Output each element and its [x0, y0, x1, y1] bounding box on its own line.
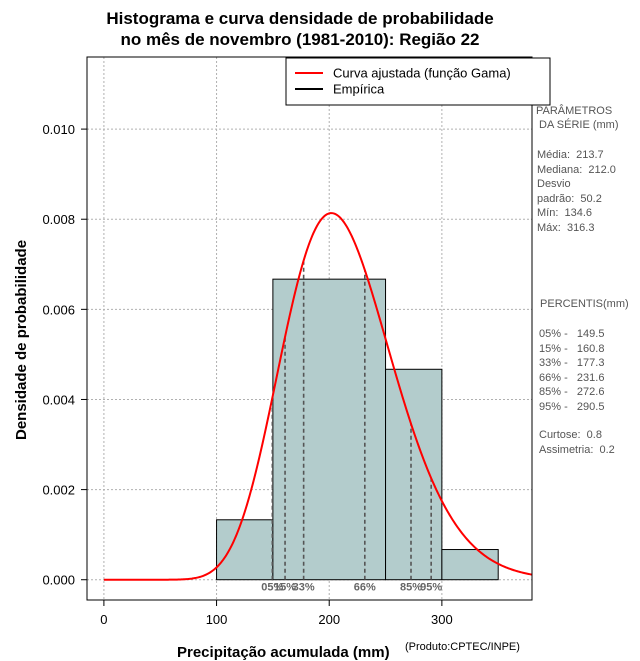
legend-label: Empírica	[333, 82, 385, 97]
params-heading2: DA SÉRIE (mm)	[536, 119, 619, 131]
axes: 0 100 200 300 0.000 0.002 0.004 0.006 0.008 0.010	[42, 56, 533, 627]
shape-stats-list: Curtose: 0.8 Assimetria: 0.2	[539, 428, 615, 457]
param-line: Mediana: 212.0	[537, 163, 616, 176]
percentile-label: 15%	[274, 582, 296, 594]
percentil-line: 33% - 177.3	[539, 357, 605, 369]
percentil-line: 05% - 149.5	[539, 328, 605, 340]
x-tick-label: 100	[206, 612, 228, 627]
product-credit: (Produto:CPTEC/INPE)	[405, 641, 520, 653]
y-tick-label: 0.002	[42, 483, 75, 498]
chart-title-line1: Histograma e curva densidade de probabil…	[106, 9, 494, 28]
x-axis-label: Precipitação acumulada (mm)	[177, 644, 390, 661]
plot-frame	[86, 56, 533, 601]
percentil-line: 66% - 231.6	[539, 371, 605, 384]
histogram-bars	[216, 278, 499, 581]
y-tick-label: 0.004	[42, 392, 75, 407]
x-tick-label: 300	[431, 612, 453, 627]
percentil-line: 85% - 272.6	[539, 386, 605, 398]
percentis-heading: PERCENTIS(mm)	[537, 298, 629, 310]
percentile-label: 66%	[354, 582, 376, 594]
histogram-bar	[441, 549, 499, 581]
shape-stat-line: Assimetria: 0.2	[539, 443, 615, 456]
shape-stat-line: Curtose: 0.8	[539, 429, 602, 441]
percentil-line: 95% - 290.5	[539, 400, 605, 413]
histogram-bar	[216, 519, 274, 581]
y-tick-label: 0.000	[42, 573, 75, 588]
y-axis-label: Densidade de probabilidade	[13, 239, 30, 440]
param-line: padrão: 50.2	[537, 192, 602, 205]
param-line: Máx: 316.3	[537, 221, 595, 234]
param-line: Desvio	[537, 178, 571, 190]
y-tick-label: 0.006	[42, 302, 75, 317]
percentile-label: 05%	[261, 582, 283, 594]
param-line: Média: 213.7	[537, 149, 604, 161]
percentile-label: 33%	[293, 582, 315, 594]
y-tick-label: 0.008	[42, 212, 75, 227]
histogram-bar	[272, 278, 387, 581]
histogram-bar	[385, 368, 443, 581]
y-tick-label: 0.010	[42, 122, 75, 137]
percentis-list: 05% - 149.5 15% - 160.8 33% - 177.3 66% - 2…	[539, 327, 604, 414]
percentile-label: 95%	[420, 582, 442, 594]
param-line: Mín: 134.6	[537, 207, 593, 219]
percentil-line: 15% - 160.8	[539, 342, 605, 355]
legend: Curva ajustada (função Gama)Empírica	[285, 57, 551, 106]
x-tick-label: 200	[318, 612, 340, 627]
percentile-label: 85%	[400, 582, 422, 594]
chart-title-line2: no mês de novembro (1981-2010): Região 2…	[120, 30, 480, 49]
params-list: Média: 213.7 Mediana: 212.0 Desvio padrão: …	[537, 148, 616, 235]
percentile-lines: 05%15%33% 66% 85%95%	[261, 260, 442, 594]
gamma-curve	[103, 212, 533, 581]
x-tick-label: 0	[100, 612, 107, 627]
legend-label: Curva ajustada (função Gama)	[333, 66, 511, 81]
params-heading1: PARÂMETROS	[536, 105, 613, 117]
legend-box	[285, 57, 551, 106]
